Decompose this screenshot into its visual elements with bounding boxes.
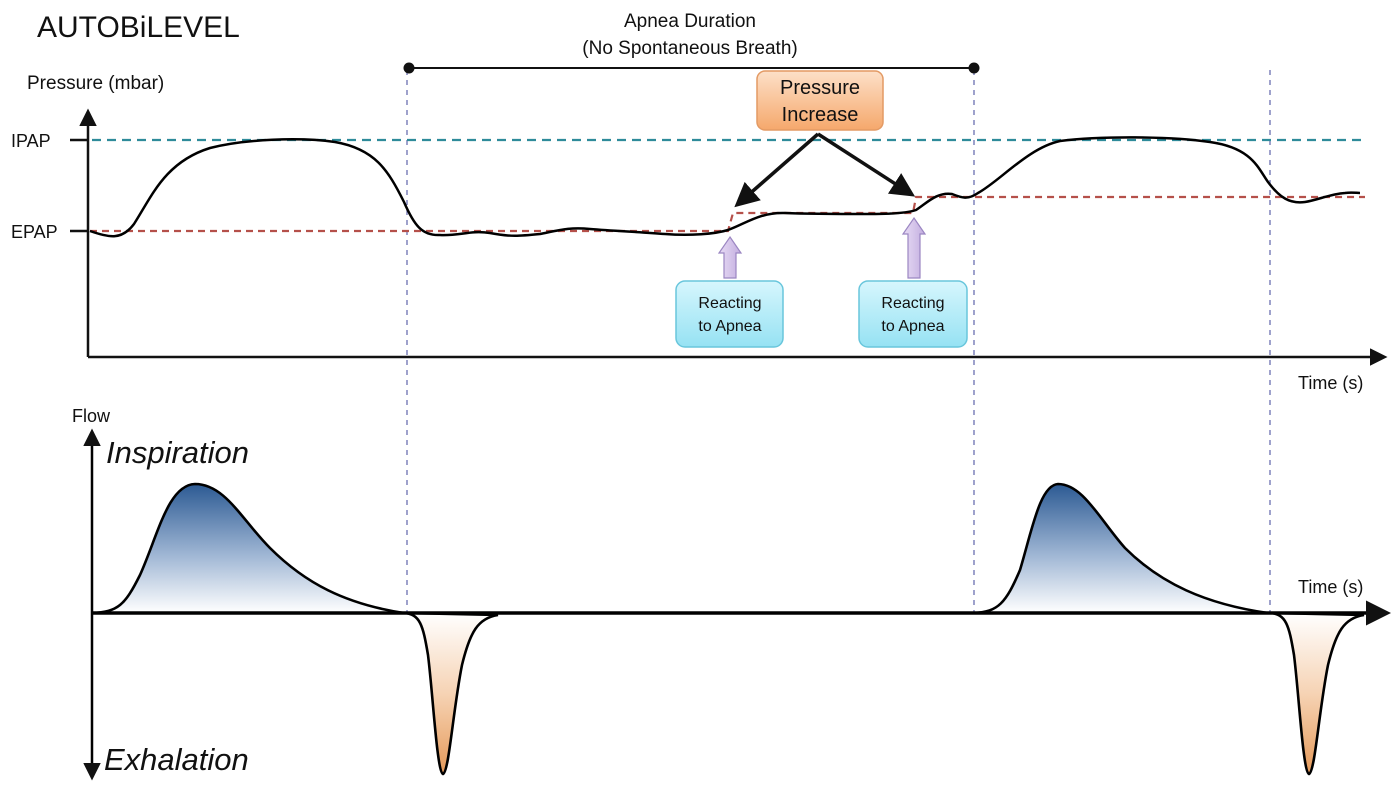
exhalation-lobe-1 bbox=[403, 611, 499, 776]
epap-label: EPAP bbox=[11, 222, 58, 242]
ipap-label: IPAP bbox=[11, 131, 51, 151]
reacting-text-2a: Reacting bbox=[881, 295, 944, 312]
reacting-box-2 bbox=[858, 280, 968, 348]
epap-level-line bbox=[90, 195, 1365, 233]
apnea-end-marker bbox=[968, 62, 980, 74]
pressure-increase-text-2: Increase bbox=[782, 104, 859, 126]
apnea-duration-span: Apnea Duration (No Spontaneous Breath) bbox=[403, 11, 980, 74]
pressure-increase-text-1: Pressure bbox=[780, 77, 860, 99]
reacting-text-2b: to Apnea bbox=[881, 318, 944, 335]
apnea-duration-label: Apnea Duration bbox=[624, 11, 756, 32]
diagram-title: AUTOBiLEVEL bbox=[37, 11, 240, 44]
inspiration-lobe-1 bbox=[91, 482, 405, 615]
reacting-callout-2: Reacting to Apnea bbox=[858, 216, 968, 348]
reacting-text-1a: Reacting bbox=[698, 295, 761, 312]
reacting-text-1b: to Apnea bbox=[698, 318, 761, 335]
pressure-increase-box bbox=[756, 70, 884, 131]
flow-time-label: Time (s) bbox=[1298, 577, 1363, 597]
reacting-box-1 bbox=[675, 280, 784, 348]
exhalation-label: Exhalation bbox=[104, 742, 249, 777]
apnea-start-marker bbox=[403, 62, 415, 74]
up-arrow-1 bbox=[717, 235, 743, 279]
flow-chart: Flow Inspiration Exhalation Time (s) bbox=[72, 406, 1392, 781]
phase-guide-lines bbox=[406, 70, 1271, 612]
pressure-chart: Pressure (mbar) IPAP EPAP Time (s) bbox=[11, 73, 1388, 393]
pressure-increase-callout: Pressure Increase bbox=[734, 70, 916, 208]
inspiration-lobe-2 bbox=[973, 482, 1269, 615]
pressure-increase-arrow-right bbox=[817, 132, 916, 197]
pressure-curve bbox=[89, 136, 1361, 238]
inspiration-label: Inspiration bbox=[106, 435, 249, 470]
flow-axis-label: Flow bbox=[72, 406, 111, 426]
apnea-duration-sublabel: (No Spontaneous Breath) bbox=[582, 38, 797, 59]
pressure-axis-label: Pressure (mbar) bbox=[27, 73, 164, 94]
pressure-increase-arrow-left bbox=[734, 132, 820, 208]
reacting-callout-1: Reacting to Apnea bbox=[675, 235, 784, 348]
exhalation-lobe-2 bbox=[1269, 611, 1365, 776]
pressure-time-label: Time (s) bbox=[1298, 373, 1363, 393]
up-arrow-2 bbox=[901, 216, 927, 279]
